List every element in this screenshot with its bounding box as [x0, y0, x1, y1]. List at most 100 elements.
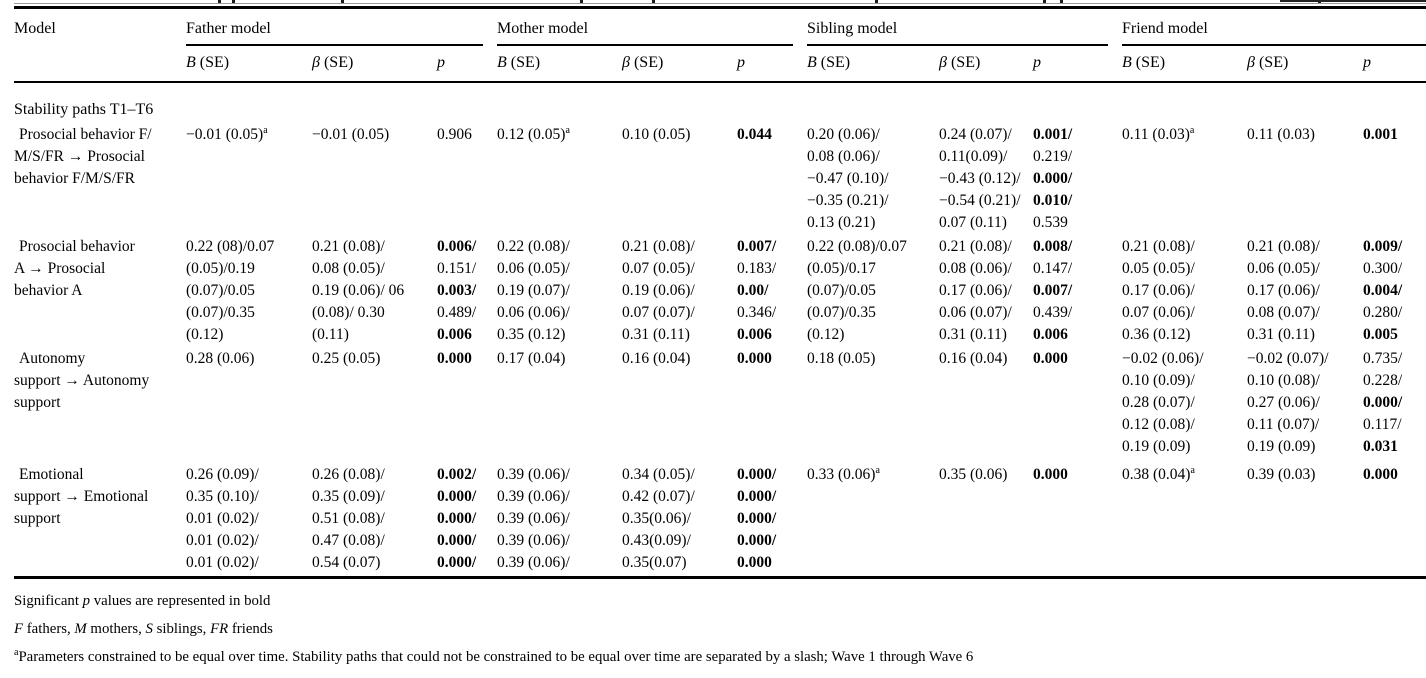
- table-row: Emotional support → Emotional support 0.26 …: [14, 464, 1426, 574]
- value-line: 0.000/: [437, 554, 477, 571]
- value-line: 0.31 (0.11): [939, 326, 1007, 343]
- col-header-mother-p: p: [737, 54, 745, 71]
- value-line: 0.906: [437, 126, 472, 143]
- cell-father-beta: 0.25 (0.05): [312, 348, 437, 458]
- value-line: 0.000/: [737, 466, 777, 483]
- value-line: 0.439/: [1033, 304, 1073, 321]
- value-line: −0.54 (0.21)/: [939, 192, 1021, 209]
- cell-mother-beta: 0.16 (0.04): [622, 348, 737, 458]
- value-line: 0.005: [1363, 326, 1398, 343]
- value-line: (0.07)/0.35: [807, 304, 876, 321]
- value-line: 0.35 (0.10)/: [186, 488, 259, 505]
- value-line: 0.21 (0.08)/: [312, 238, 385, 255]
- value-line: (0.05)/0.19: [186, 260, 255, 277]
- value-line: 0.38 (0.04)a: [1122, 464, 1195, 483]
- row-label-line: Prosocial behavior F/: [19, 126, 152, 143]
- value-line: 0.10 (0.05): [622, 126, 691, 143]
- value-line: 0.43(0.09)/: [622, 532, 691, 549]
- cell-friend-beta: 0.11 (0.03): [1247, 124, 1363, 234]
- value-line: 0.280/: [1363, 304, 1403, 321]
- cell-sibling-p: 0.000: [1033, 464, 1122, 574]
- cell-mother-beta: 0.10 (0.05): [622, 124, 737, 234]
- value-line: 0.13 (0.21): [807, 214, 876, 231]
- value-line: 0.16 (0.04): [622, 350, 691, 367]
- value-line: −0.02 (0.06)/: [1122, 350, 1204, 367]
- value-line: 0.18 (0.05): [807, 350, 876, 367]
- col-header-sibling-p: p: [1033, 54, 1041, 71]
- group-header-mother: Mother model: [497, 15, 793, 46]
- table-row: Prosocial behavior F/M/S/FR → Prosocial b…: [14, 124, 1426, 234]
- cell-sibling-beta: 0.24 (0.07)/ 0.11(0.09)/ −0.43 (0.12)/ −0.5…: [939, 124, 1033, 234]
- cell-sibling-B: 0.33 (0.06)a: [807, 464, 939, 574]
- cell-friend-p: 0.009/0.300/0.004/0.280/0.005: [1363, 236, 1426, 346]
- value-line: 0.42 (0.07)/: [622, 488, 695, 505]
- value-line: 0.20 (0.06)/: [807, 126, 880, 143]
- value-line: 0.35 (0.12): [497, 326, 566, 343]
- value-line: 0.28 (0.07)/: [1122, 394, 1195, 411]
- value-line: 0.35(0.07): [622, 554, 687, 571]
- value-line: 0.17 (0.04): [497, 350, 566, 367]
- value-line: 0.06 (0.05)/: [497, 260, 570, 277]
- cell-sibling-p: 0.008/0.147/0.007/0.439/0.006: [1033, 236, 1122, 346]
- cell-father-p: 0.000: [437, 348, 497, 458]
- row-label-line: behavior F/M/S/FR: [14, 170, 136, 187]
- cell-sibling-p: 0.000: [1033, 348, 1122, 458]
- row-label-line: support: [14, 510, 61, 527]
- cell-friend-B: 0.38 (0.04)a: [1122, 464, 1247, 574]
- col-header-friend-p: p: [1363, 54, 1371, 71]
- table-body: Prosocial behavior F/M/S/FR → Prosocial b…: [0, 124, 1426, 574]
- value-line: 0.21 (0.08)/: [622, 238, 695, 255]
- section-header: Stability paths T1–T6: [14, 101, 154, 118]
- row-label: Emotional support → Emotional support: [14, 464, 186, 574]
- value-line: 0.006: [1033, 326, 1068, 343]
- value-line: −0.02 (0.07)/: [1247, 350, 1329, 367]
- cell-sibling-B: 0.20 (0.06)/ 0.08 (0.06)/ −0.47 (0.10)/ −0.…: [807, 124, 939, 234]
- cell-friend-beta: −0.02 (0.07)/ 0.10 (0.08)/ 0.27 (0.06)/ 0.1…: [1247, 348, 1363, 458]
- value-line: 0.000/: [737, 510, 777, 527]
- value-line: 0.006/: [437, 238, 477, 255]
- cell-mother-B: 0.39 (0.06)/ 0.39 (0.06)/ 0.39 (0.06)/ 0.39…: [497, 464, 622, 574]
- cell-friend-p: 0.000: [1363, 464, 1426, 574]
- value-line: 0.36 (0.12): [1122, 326, 1191, 343]
- cell-sibling-beta: 0.21 (0.08)/ 0.08 (0.06)/ 0.17 (0.06)/ 0.06…: [939, 236, 1033, 346]
- value-line: 0.228/: [1363, 372, 1403, 389]
- col-header-model: Model: [14, 20, 56, 37]
- value-line: 0.007/: [1033, 282, 1073, 299]
- row-label-line: support → Autonomy: [14, 372, 150, 389]
- value-line: 0.19 (0.06)/ 06: [312, 282, 405, 299]
- value-line: 0.07 (0.07)/: [622, 304, 695, 321]
- value-line: 0.000: [437, 350, 472, 367]
- value-line: 0.19 (0.09): [1247, 438, 1316, 455]
- value-line: (0.11): [312, 326, 349, 343]
- value-line: 0.06 (0.06)/: [497, 304, 570, 321]
- value-line: 0.26 (0.09)/: [186, 466, 259, 483]
- caption-fragment: [218, 0, 221, 3]
- cell-father-beta: −0.01 (0.05): [312, 124, 437, 234]
- group-header-father: Father model: [186, 15, 483, 46]
- value-line: 0.000: [1033, 350, 1068, 367]
- col-header-father-beta: β (SE): [312, 54, 354, 71]
- value-line: 0.47 (0.08)/: [312, 532, 385, 549]
- cell-friend-p: 0.735/0.228/0.000/0.117/0.031: [1363, 348, 1426, 458]
- value-line: 0.006: [437, 326, 472, 343]
- caption-fragment-line: [1280, 0, 1426, 2]
- value-line: 0.31 (0.11): [622, 326, 690, 343]
- group-header-sibling: Sibling model: [807, 15, 1108, 46]
- value-line: 0.007/: [737, 238, 777, 255]
- cell-father-B: 0.22 (08)/0.07 (0.05)/0.19 (0.07)/0.05 (0.0…: [186, 236, 312, 346]
- row-label-line: support: [14, 394, 61, 411]
- value-line: 0.16 (0.04): [939, 350, 1008, 367]
- cell-father-B: 0.26 (0.09)/ 0.35 (0.10)/ 0.01 (0.02)/ 0.01…: [186, 464, 312, 574]
- value-line: 0.51 (0.08)/: [312, 510, 385, 527]
- row-label: Prosocial behavior F/M/S/FR → Prosocial b…: [14, 124, 186, 234]
- col-header-friend-B: B (SE): [1122, 54, 1166, 71]
- value-line: 0.000: [737, 554, 772, 571]
- value-line: 0.27 (0.06)/: [1247, 394, 1320, 411]
- cell-mother-B: 0.12 (0.05)a: [497, 124, 622, 234]
- table-header: Model Father model Mother model Sibling …: [14, 15, 1426, 83]
- cell-father-B: 0.28 (0.06): [186, 348, 312, 458]
- value-line: −0.01 (0.05)a: [186, 124, 268, 143]
- value-line: 0.001/: [1033, 126, 1073, 143]
- group-header-friend: Friend model: [1122, 15, 1426, 46]
- value-line: 0.34 (0.05)/: [622, 466, 695, 483]
